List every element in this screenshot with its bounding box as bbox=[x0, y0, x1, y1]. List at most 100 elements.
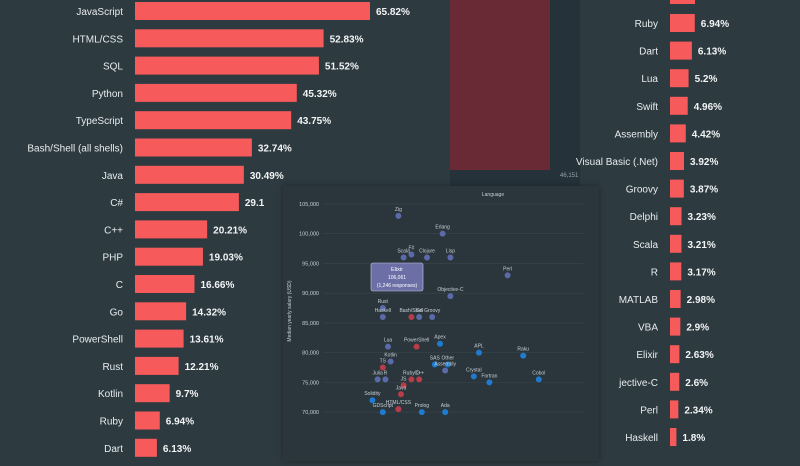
scatter-point-go[interactable] bbox=[416, 313, 423, 320]
tooltip-box bbox=[370, 262, 424, 292]
scatter-point-erlang[interactable] bbox=[439, 230, 446, 237]
scatter-point-scala[interactable] bbox=[400, 254, 407, 261]
scatter-point-bash-shell[interactable] bbox=[408, 313, 415, 320]
scatter-point-objective-c[interactable] bbox=[447, 293, 454, 300]
right-bar-ruby bbox=[670, 14, 695, 32]
scatter-point-powershell[interactable] bbox=[413, 343, 420, 350]
bar-value-c: 29.1 bbox=[245, 198, 265, 209]
scatter-point-apex[interactable] bbox=[437, 340, 443, 347]
bar-label-sql: SQL bbox=[103, 62, 123, 73]
scatter-point-zig[interactable] bbox=[395, 212, 402, 219]
scatter-point-ruby-c[interactable] bbox=[408, 376, 415, 383]
scatter-label-erlang: Erlang bbox=[435, 225, 450, 231]
scatter-point-assembly[interactable] bbox=[442, 367, 449, 374]
right-bar-value-lua: 5.2% bbox=[695, 74, 718, 85]
scatter-point-raku[interactable] bbox=[520, 352, 527, 359]
bar-value-javascript: 65.82% bbox=[376, 7, 410, 18]
scatter-point-lua[interactable] bbox=[385, 343, 391, 350]
scatter-point-js[interactable] bbox=[400, 382, 407, 389]
right-bar-label-vba: VBA bbox=[638, 323, 658, 334]
bar-bash-shell-all-shells bbox=[135, 138, 252, 157]
scatter-y-axis-label: Median yearly salary (USD) bbox=[287, 280, 293, 341]
bar-value-rust: 12.21% bbox=[185, 362, 219, 373]
bar-value-php: 19.03% bbox=[209, 253, 243, 264]
scatter-point-cobol[interactable] bbox=[535, 376, 542, 383]
bar-value-powershell: 13.61% bbox=[190, 335, 224, 346]
scatter-label-bash-shell: Bash/Shell bbox=[399, 308, 423, 314]
scatter-label-solidity: Solidity bbox=[364, 391, 381, 397]
scatter-point-ada[interactable] bbox=[442, 409, 449, 416]
bar-label-dart: Dart bbox=[104, 444, 123, 455]
right-bar-dart bbox=[670, 41, 692, 60]
scatter-point-solidity[interactable] bbox=[369, 397, 376, 404]
scatter-point-perl[interactable] bbox=[504, 272, 511, 279]
scatter-point-ts[interactable] bbox=[379, 364, 386, 371]
scatter-label-r: R bbox=[384, 370, 388, 376]
scatter-point-haskell[interactable] bbox=[379, 313, 386, 320]
scatter-label-sas: SAS bbox=[430, 356, 441, 362]
scatter-point-r[interactable] bbox=[382, 376, 389, 383]
bar-kotlin bbox=[135, 384, 170, 403]
right-bar-label-swift: Swift bbox=[636, 102, 658, 113]
right-bar-label-haskell: Haskell bbox=[625, 433, 658, 444]
scatter-point-crystal[interactable] bbox=[470, 373, 477, 380]
right-bar-label-elixir: Elixir bbox=[636, 350, 658, 361]
bar-value-java: 30.49% bbox=[250, 171, 284, 182]
right-bar-partial bbox=[670, 0, 695, 4]
scatter-point-other[interactable] bbox=[444, 361, 451, 368]
scatter-point-julia[interactable] bbox=[374, 376, 381, 383]
scatter-point-fortran[interactable] bbox=[486, 379, 493, 386]
right-bar-jective-c bbox=[670, 372, 680, 391]
scatter-point-prolog[interactable] bbox=[418, 409, 425, 416]
bar-label-kotlin: Kotlin bbox=[98, 389, 123, 400]
bar-java bbox=[135, 165, 244, 184]
scatter-point-rust[interactable] bbox=[379, 305, 386, 312]
scatter-point-java[interactable] bbox=[398, 391, 404, 398]
scatter-point-c[interactable] bbox=[416, 376, 423, 383]
scatter-label-julia: Julia bbox=[372, 370, 383, 376]
scatter-point-clojure[interactable] bbox=[424, 254, 430, 261]
scatter-label-other: Other bbox=[442, 356, 455, 362]
scatter-point-groovy[interactable] bbox=[429, 313, 436, 320]
bar-label-html-css: HTML/CSS bbox=[72, 34, 123, 45]
bar-label-typescript: TypeScript bbox=[76, 116, 123, 127]
right-bar-value-elixir: 2.63% bbox=[685, 350, 713, 361]
bar-python bbox=[135, 83, 297, 102]
bar-ruby bbox=[135, 411, 160, 430]
right-bar-value-vba: 2.9% bbox=[686, 323, 709, 334]
scatter-label-kotlin: Kotlin bbox=[384, 353, 397, 359]
right-bar-value-assembly: 4.42% bbox=[692, 129, 720, 140]
scatter-point-html-css[interactable] bbox=[395, 406, 402, 413]
bar-label-java: Java bbox=[102, 171, 124, 182]
scatter-y-tick: 80,000 bbox=[302, 351, 319, 357]
bar-rust bbox=[135, 356, 179, 375]
scatter-point-f[interactable] bbox=[408, 251, 415, 258]
right-bar-label-dart: Dart bbox=[639, 47, 658, 58]
right-bar-elixir bbox=[670, 345, 680, 364]
right-bar-value-groovy: 3.87% bbox=[690, 185, 718, 196]
bar-value-c: 16.66% bbox=[200, 280, 234, 291]
scatter-label-perl: Perl bbox=[503, 266, 512, 272]
right-bar-groovy bbox=[670, 179, 684, 198]
scatter-point-kotlin[interactable] bbox=[387, 358, 394, 365]
scatter-label-crystal: Crystal bbox=[466, 367, 482, 373]
bar-value-sql: 51.52% bbox=[325, 62, 359, 73]
left-bar-chart: JavaScript 65.82% HTML/CSS 52.83% SQL 51.52% P… bbox=[27, 2, 410, 457]
scatter-y-tick: 95,000 bbox=[302, 261, 319, 267]
bar-label-go: Go bbox=[110, 307, 124, 318]
right-bar-value-matlab: 2.98% bbox=[687, 295, 715, 306]
bar-label-javascript: JavaScript bbox=[76, 7, 123, 18]
right-bar-chart-svg: Ruby 6.94% Dart 6.13% Lua 5.2% Swift 4.96% Assem… bbox=[576, 0, 729, 446]
scatter-label-powershell: PowerShell bbox=[404, 338, 429, 344]
scatter-label-raku: Raku bbox=[517, 347, 529, 353]
tooltip-value: 106,061 bbox=[388, 275, 406, 281]
right-bar-haskell bbox=[670, 428, 677, 446]
scatter-y-tick: 105,000 bbox=[299, 202, 319, 208]
scatter-label-prolog: Prolog bbox=[415, 403, 430, 409]
scatter-point-lisp[interactable] bbox=[447, 254, 454, 261]
bar-label-rust: Rust bbox=[102, 362, 123, 373]
scatter-point-gdscript[interactable] bbox=[379, 409, 386, 416]
scatter-point-apl[interactable] bbox=[476, 349, 482, 356]
scatter-point-sas[interactable] bbox=[431, 361, 438, 368]
tooltip-responses: (1,246 responses) bbox=[377, 283, 418, 289]
